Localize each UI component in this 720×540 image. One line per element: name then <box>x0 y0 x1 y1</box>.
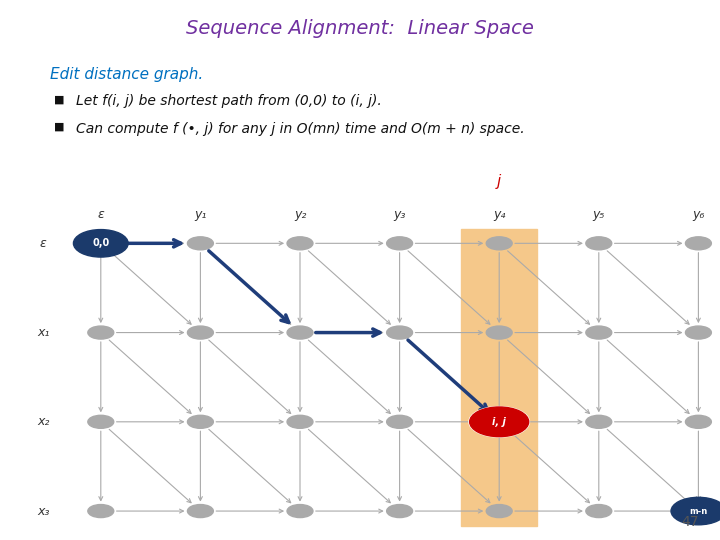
Text: Edit distance graph.: Edit distance graph. <box>50 68 204 83</box>
Circle shape <box>88 415 114 428</box>
Circle shape <box>586 326 612 339</box>
Circle shape <box>88 504 114 517</box>
Circle shape <box>486 237 512 250</box>
Circle shape <box>187 415 213 428</box>
Circle shape <box>187 504 213 517</box>
Text: ■: ■ <box>54 122 65 132</box>
Circle shape <box>73 230 128 257</box>
Text: ε: ε <box>40 237 47 250</box>
Circle shape <box>586 504 612 517</box>
Circle shape <box>387 237 413 250</box>
Text: ■: ■ <box>54 94 65 105</box>
Circle shape <box>88 326 114 339</box>
Circle shape <box>88 237 114 250</box>
Text: x₃: x₃ <box>37 504 50 517</box>
Circle shape <box>287 326 313 339</box>
Text: j: j <box>497 174 501 190</box>
Bar <box>462 229 537 525</box>
Text: Can compute f (•, j) for any j in O(mn) time and O(m + n) space.: Can compute f (•, j) for any j in O(mn) … <box>76 122 524 136</box>
Text: y₆: y₆ <box>692 208 705 221</box>
Text: y₅: y₅ <box>593 208 605 221</box>
Text: y₃: y₃ <box>393 208 406 221</box>
Text: x₁: x₁ <box>37 326 50 339</box>
Circle shape <box>469 407 529 437</box>
Circle shape <box>685 326 711 339</box>
Circle shape <box>586 237 612 250</box>
Text: y₁: y₁ <box>194 208 207 221</box>
Circle shape <box>187 326 213 339</box>
Circle shape <box>685 237 711 250</box>
Circle shape <box>685 504 711 517</box>
Circle shape <box>486 415 512 428</box>
Text: 0,0: 0,0 <box>92 238 109 248</box>
Circle shape <box>486 504 512 517</box>
Circle shape <box>387 504 413 517</box>
Text: Let f(i, j) be shortest path from (0,0) to (i, j).: Let f(i, j) be shortest path from (0,0) … <box>76 94 382 109</box>
Text: m-n: m-n <box>689 507 708 516</box>
Text: i, j: i, j <box>492 417 506 427</box>
Text: ε: ε <box>97 208 104 221</box>
Text: Sequence Alignment:  Linear Space: Sequence Alignment: Linear Space <box>186 19 534 38</box>
Circle shape <box>469 407 528 437</box>
Circle shape <box>287 415 313 428</box>
Circle shape <box>586 415 612 428</box>
Circle shape <box>287 237 313 250</box>
Text: y₂: y₂ <box>294 208 306 221</box>
Circle shape <box>486 326 512 339</box>
Text: y₄: y₄ <box>493 208 505 221</box>
Circle shape <box>671 497 720 525</box>
Circle shape <box>187 237 213 250</box>
Circle shape <box>387 326 413 339</box>
Circle shape <box>287 504 313 517</box>
Text: 47: 47 <box>681 515 698 529</box>
Circle shape <box>685 415 711 428</box>
Text: x₂: x₂ <box>37 415 50 428</box>
Circle shape <box>387 415 413 428</box>
